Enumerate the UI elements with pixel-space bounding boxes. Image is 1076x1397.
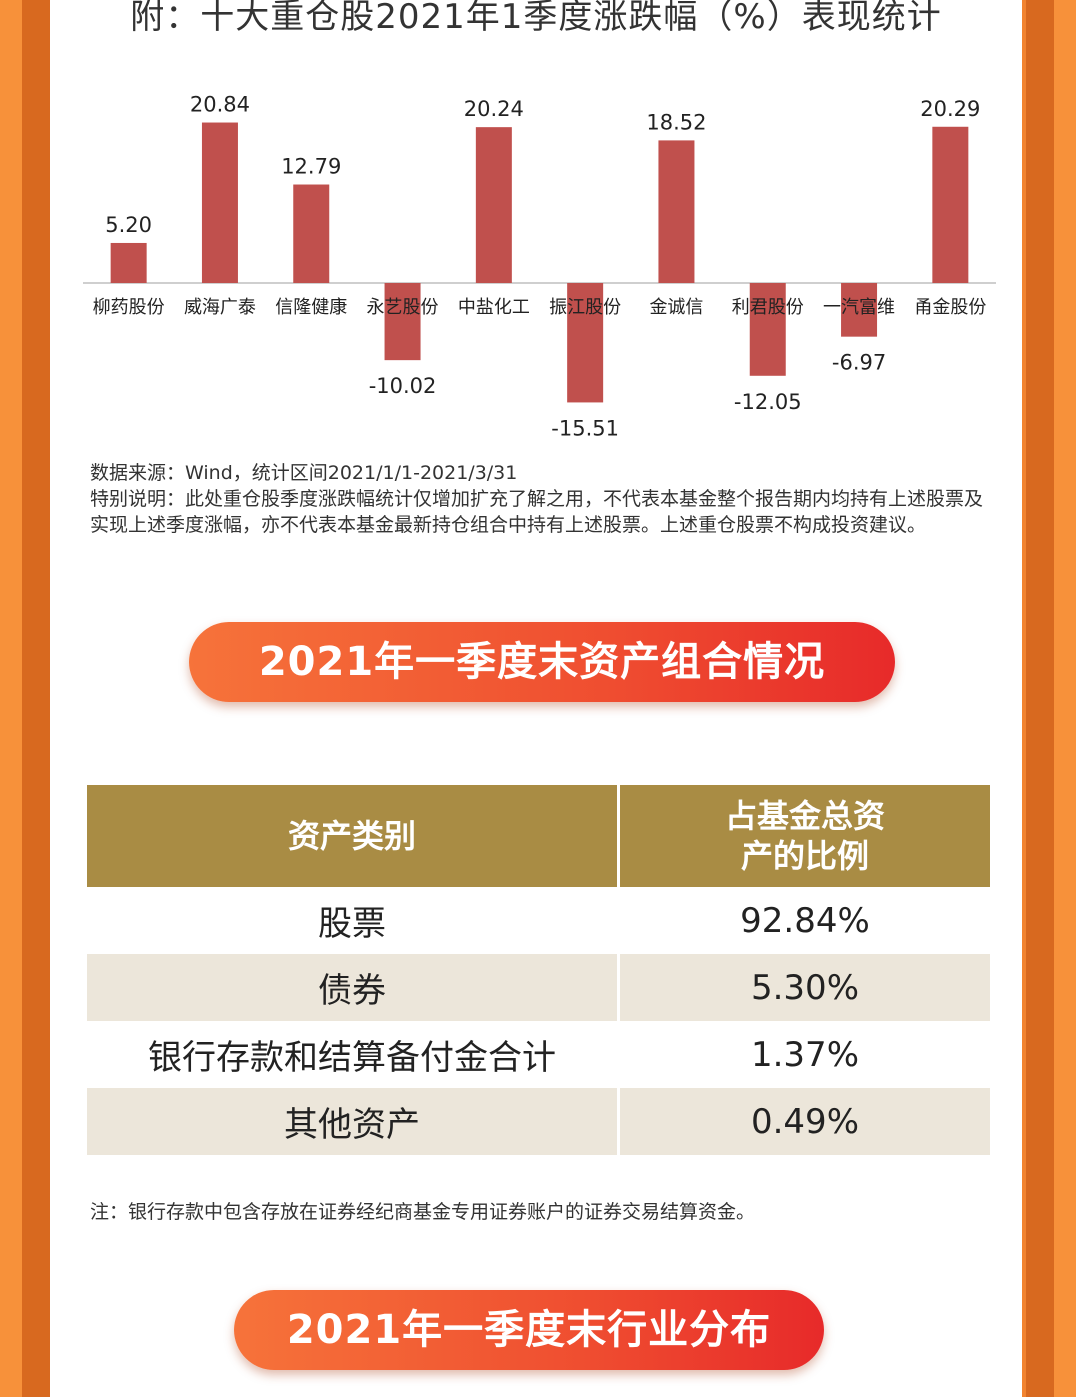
bar-chart: 5.20 柳药股份 20.84 威海广泰 12.79 信隆健康 -10.02 永艺股份 20.2… — [83, 93, 996, 440]
data-label-9: -6.97 — [832, 351, 886, 375]
data-source-note: 数据来源：Wind，统计区间2021/1/1-2021/3/31 — [90, 462, 518, 484]
bar-1 — [110, 242, 147, 283]
category-label-5: 中盐化工 — [458, 297, 530, 318]
header-asset-ratio: 占基金总资产的比例 — [724, 797, 885, 875]
bar-4 — [384, 283, 421, 361]
asset-ratio-cell: 0.49% — [750, 1101, 859, 1142]
asset-category-cell: 债券 — [87, 954, 620, 1021]
asset-allocation-table: 资产类别 占基金总资产的比例 股票 92.84% 债券 5.30% 银行存款和结… — [87, 785, 990, 1155]
header-asset-category: 资产类别 — [87, 785, 620, 887]
data-label-5: 20.24 — [464, 97, 524, 121]
data-label-8: -12.05 — [734, 390, 802, 414]
frame-stripe-right — [1054, 0, 1076, 1397]
table-row: 股票 92.84% — [87, 887, 990, 954]
data-label-7: 18.52 — [646, 110, 706, 134]
frame-edge-left — [22, 0, 50, 1397]
category-label-2: 威海广泰 — [184, 297, 256, 318]
disclaimer-note: 特别说明：此处重仓股季度涨跌幅统计仅增加扩充了解之用，不代表本基金整个报告期内均… — [90, 488, 984, 536]
data-label-2: 20.84 — [190, 93, 250, 117]
asset-ratio-cell: 92.84% — [740, 900, 870, 941]
table-row: 银行存款和结算备付金合计 1.37% — [87, 1021, 990, 1088]
category-label-10: 甬金股份 — [914, 297, 986, 318]
bar-8 — [749, 283, 786, 376]
table-row: 其他资产 0.49% — [87, 1088, 990, 1155]
frame-stripe-left — [0, 0, 22, 1397]
bar-9 — [841, 283, 878, 337]
table-row: 债券 5.30% — [87, 954, 990, 1021]
category-label-7: 金诚信 — [649, 297, 703, 318]
table-footnote: 注：银行存款中包含存放在证券经纪商基金专用证券账户的证券交易结算资金。 — [90, 1201, 756, 1223]
category-label-6: 振江股份 — [549, 297, 621, 318]
category-label-4: 永艺股份 — [367, 297, 439, 318]
chart-title: 附：十大重仓股2021年1季度涨跌幅（%）表现统计 — [130, 0, 942, 37]
category-label-8: 利君股份 — [732, 297, 804, 318]
section-banner-asset-allocation: 2021年一季度末资产组合情况 — [189, 622, 895, 702]
section-banner-industry-distribution: 2021年一季度末行业分布 — [234, 1290, 824, 1370]
bar-10 — [932, 126, 969, 283]
asset-category-cell: 股票 — [87, 887, 620, 954]
bar-3 — [293, 184, 330, 283]
data-label-3: 12.79 — [281, 155, 341, 179]
data-label-10: 20.29 — [920, 97, 980, 121]
asset-ratio-cell: 5.30% — [750, 967, 859, 1008]
content-panel: 附：十大重仓股2021年1季度涨跌幅（%）表现统计 5.20 柳药股份 20.84 威… — [50, 0, 1022, 1397]
category-label-3: 信隆健康 — [275, 297, 347, 318]
asset-ratio-cell: 1.37% — [750, 1034, 859, 1075]
asset-category-cell: 其他资产 — [87, 1088, 620, 1155]
data-label-6: -15.51 — [551, 416, 619, 440]
category-label-9: 一汽富维 — [823, 297, 895, 318]
bar-2 — [201, 122, 238, 283]
bar-5 — [475, 127, 512, 283]
frame-edge-right — [1026, 0, 1054, 1397]
table-header: 资产类别 占基金总资产的比例 — [87, 785, 990, 887]
data-label-1: 5.20 — [105, 213, 152, 237]
bar-6 — [567, 283, 604, 403]
bar-7 — [658, 140, 695, 283]
chart-notes: 数据来源：Wind，统计区间2021/1/1-2021/3/31 特别说明：此处… — [90, 460, 990, 538]
category-label-1: 柳药股份 — [93, 297, 165, 318]
data-label-4: -10.02 — [369, 374, 437, 398]
asset-category-cell: 银行存款和结算备付金合计 — [87, 1021, 620, 1088]
